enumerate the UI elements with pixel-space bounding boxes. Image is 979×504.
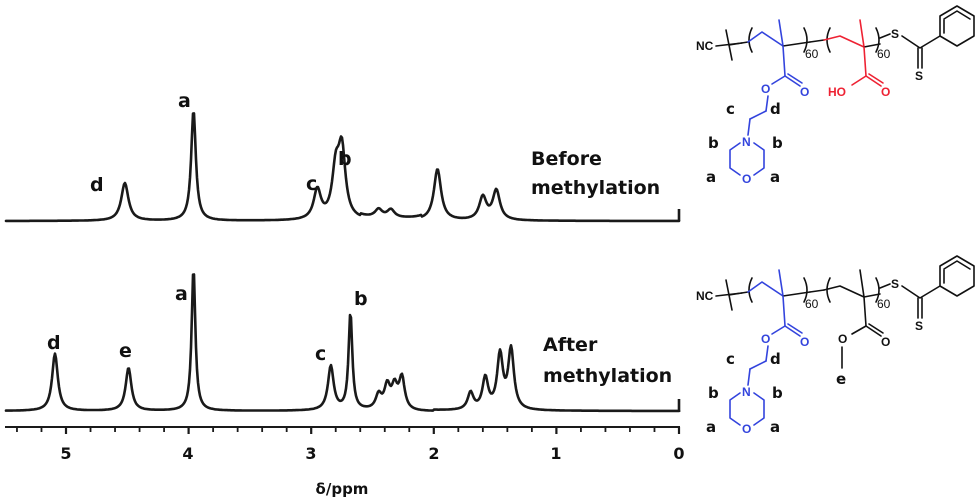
- carbonyl-oxygen-1: O: [800, 85, 809, 99]
- tick-label-2: 2: [428, 444, 439, 463]
- repeat-count-1: 60: [805, 297, 819, 311]
- spectrum-after: d e a c b After methylation: [4, 273, 681, 413]
- ester-oxygen: O: [761, 332, 770, 346]
- struct-label-d: d: [770, 350, 781, 368]
- peak-label-c: c: [315, 343, 326, 365]
- peak-label-a: a: [175, 283, 188, 305]
- struct-label-b-right: b: [772, 134, 783, 152]
- phenyl-ring: [939, 255, 975, 297]
- thione-sulfur: S: [915, 69, 923, 83]
- structure-after: NC 60 60 S S O O O: [696, 255, 975, 436]
- ring-oxygen: O: [742, 172, 751, 186]
- thio-sulfur: S: [891, 27, 899, 41]
- struct-label-d: d: [770, 100, 781, 118]
- methyl-ester-oxygen: O: [838, 332, 847, 346]
- ester-oxygen: O: [761, 82, 770, 96]
- thio-sulfur: S: [891, 277, 899, 291]
- peak-label-c: c: [306, 173, 317, 195]
- peak-label-d: d: [90, 174, 104, 196]
- peak-label-a: a: [178, 90, 191, 112]
- acid-carbonyl-oxygen: O: [881, 85, 890, 99]
- x-axis-title: δ/ppm: [316, 480, 369, 498]
- nitrile-group: NC: [696, 39, 714, 53]
- nitrile-group: NC: [696, 289, 714, 303]
- thione-sulfur: S: [915, 319, 923, 333]
- tick-label-1: 1: [550, 444, 561, 463]
- x-axis: 5 4 3 2 1 0 δ/ppm: [5, 426, 685, 498]
- peak-label-b: b: [354, 288, 368, 310]
- struct-label-b-right: b: [772, 384, 783, 402]
- ring-oxygen: O: [742, 422, 751, 436]
- tick-label-5: 5: [60, 444, 71, 463]
- tick-label-3: 3: [305, 444, 316, 463]
- struct-label-e: e: [836, 370, 846, 388]
- peak-label-b: b: [338, 148, 352, 170]
- repeat-count-1: 60: [805, 47, 819, 61]
- phenyl-ring: [939, 5, 975, 47]
- struct-label-a-right: a: [770, 168, 780, 186]
- struct-label-a-left: a: [706, 168, 716, 186]
- repeat-count-2: 60: [877, 297, 891, 311]
- spectrum-before-trace: [4, 112, 681, 223]
- methyl-ester-carbonyl-oxygen: O: [881, 335, 890, 349]
- tick-label-0: 0: [673, 444, 684, 463]
- repeat-count-2: 60: [877, 47, 891, 61]
- struct-label-a-left: a: [706, 418, 716, 436]
- peak-label-d: d: [47, 332, 61, 354]
- label-before-line2: methylation: [531, 177, 660, 199]
- struct-label-c: c: [726, 350, 735, 368]
- label-before-line1: Before: [531, 148, 602, 170]
- struct-label-a-right: a: [770, 418, 780, 436]
- carbonyl-oxygen-1: O: [800, 335, 809, 349]
- acid-hydroxyl: HO: [828, 85, 846, 99]
- struct-label-c: c: [726, 100, 735, 118]
- struct-label-b-left: b: [708, 384, 719, 402]
- structure-before: NC 60 60 S S O: [696, 5, 975, 186]
- label-after-line1: After: [543, 334, 598, 356]
- amine-nitrogen: N: [742, 135, 751, 149]
- label-after-line2: methylation: [543, 365, 672, 387]
- spectrum-before: d a c b Before methylation: [4, 90, 681, 223]
- peak-label-e: e: [119, 340, 132, 362]
- amine-nitrogen: N: [742, 385, 751, 399]
- tick-label-4: 4: [182, 444, 193, 463]
- x-axis-ticks: [16, 427, 681, 434]
- struct-label-b-left: b: [708, 134, 719, 152]
- spectrum-after-trace: [4, 273, 681, 413]
